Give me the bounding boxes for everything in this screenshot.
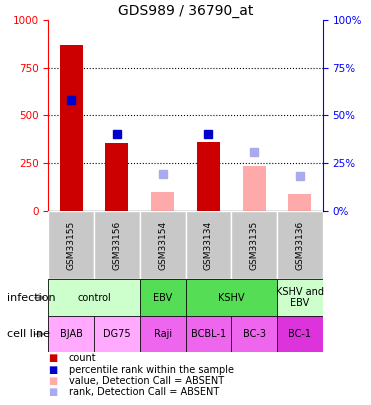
Text: EBV: EBV bbox=[153, 293, 172, 303]
Text: GSM33156: GSM33156 bbox=[112, 220, 121, 270]
Bar bbox=[231, 316, 277, 352]
Bar bbox=[140, 211, 186, 279]
Text: BC-3: BC-3 bbox=[243, 329, 266, 339]
Bar bbox=[94, 211, 140, 279]
Text: GSM33155: GSM33155 bbox=[67, 220, 76, 270]
Bar bbox=[105, 143, 128, 211]
Bar bbox=[186, 279, 277, 316]
Text: percentile rank within the sample: percentile rank within the sample bbox=[69, 365, 234, 375]
Text: rank, Detection Call = ABSENT: rank, Detection Call = ABSENT bbox=[69, 388, 219, 397]
Text: cell line: cell line bbox=[7, 329, 50, 339]
Bar bbox=[197, 142, 220, 211]
Bar bbox=[48, 316, 94, 352]
Bar bbox=[48, 279, 140, 316]
Text: infection: infection bbox=[7, 293, 56, 303]
Title: GDS989 / 36790_at: GDS989 / 36790_at bbox=[118, 4, 253, 18]
Bar bbox=[60, 45, 82, 211]
Text: ■: ■ bbox=[48, 388, 58, 397]
Text: KSHV: KSHV bbox=[218, 293, 244, 303]
Text: BCBL-1: BCBL-1 bbox=[191, 329, 226, 339]
Text: GSM33135: GSM33135 bbox=[250, 220, 259, 270]
Bar bbox=[140, 316, 186, 352]
Text: Raji: Raji bbox=[154, 329, 172, 339]
Bar bbox=[243, 166, 266, 211]
Bar bbox=[277, 316, 323, 352]
Text: GSM33134: GSM33134 bbox=[204, 220, 213, 270]
Text: ■: ■ bbox=[48, 354, 58, 363]
Bar bbox=[277, 211, 323, 279]
Text: BC-1: BC-1 bbox=[288, 329, 311, 339]
Text: BJAB: BJAB bbox=[60, 329, 82, 339]
Bar bbox=[186, 316, 231, 352]
Text: value, Detection Call = ABSENT: value, Detection Call = ABSENT bbox=[69, 376, 224, 386]
Text: GSM33154: GSM33154 bbox=[158, 220, 167, 270]
Text: ■: ■ bbox=[48, 365, 58, 375]
Text: GSM33136: GSM33136 bbox=[295, 220, 304, 270]
Bar bbox=[289, 194, 311, 211]
Bar bbox=[186, 211, 231, 279]
Text: KSHV and
EBV: KSHV and EBV bbox=[276, 287, 324, 309]
Text: count: count bbox=[69, 354, 96, 363]
Text: ■: ■ bbox=[48, 376, 58, 386]
Bar bbox=[140, 279, 186, 316]
Bar bbox=[277, 279, 323, 316]
Bar bbox=[231, 211, 277, 279]
Bar bbox=[94, 316, 140, 352]
Bar bbox=[48, 211, 94, 279]
Bar bbox=[151, 192, 174, 211]
Text: control: control bbox=[77, 293, 111, 303]
Text: DG75: DG75 bbox=[103, 329, 131, 339]
